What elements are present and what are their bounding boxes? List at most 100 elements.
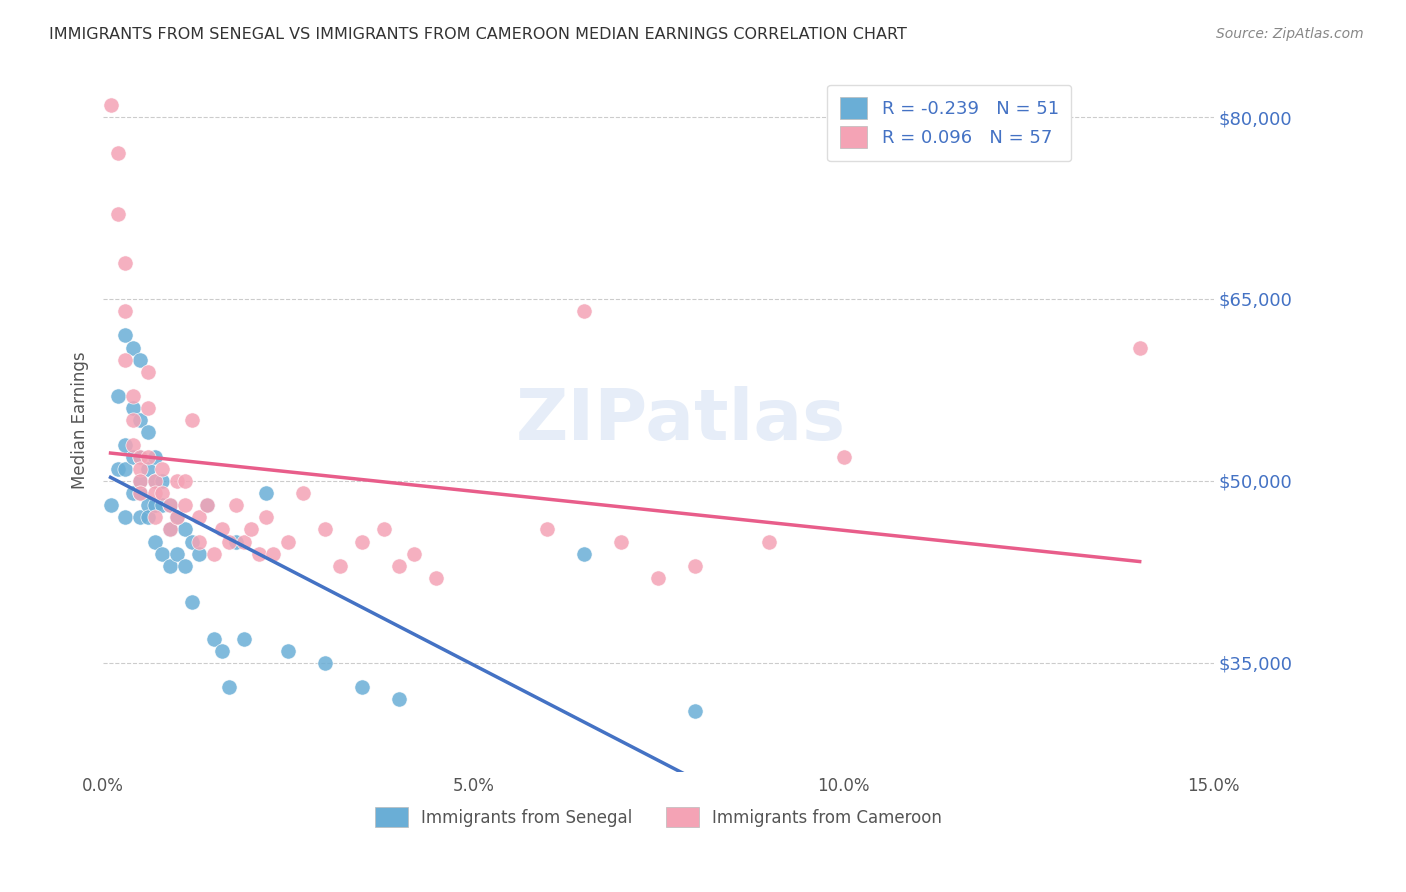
Point: [314, 656, 336, 670]
Point: [121, 413, 143, 427]
Point: [121, 486, 143, 500]
Point: [159, 558, 181, 573]
Point: [143, 486, 166, 500]
Point: [143, 474, 166, 488]
Point: [136, 510, 159, 524]
Point: [143, 534, 166, 549]
Point: [181, 534, 204, 549]
Point: [159, 523, 181, 537]
Point: [166, 510, 188, 524]
Point: [574, 547, 596, 561]
Point: [758, 534, 780, 549]
Point: [404, 547, 426, 561]
Y-axis label: Median Earnings: Median Earnings: [72, 351, 89, 489]
Point: [574, 304, 596, 318]
Point: [247, 547, 270, 561]
Point: [254, 510, 277, 524]
Point: [188, 510, 211, 524]
Point: [685, 558, 707, 573]
Point: [388, 692, 411, 706]
Point: [150, 474, 173, 488]
Point: [388, 558, 411, 573]
Point: [136, 425, 159, 440]
Point: [202, 632, 225, 646]
Point: [114, 328, 136, 343]
Point: [188, 547, 211, 561]
Point: [536, 523, 558, 537]
Point: [159, 498, 181, 512]
Text: Source: ZipAtlas.com: Source: ZipAtlas.com: [1216, 27, 1364, 41]
Point: [647, 571, 669, 585]
Point: [166, 474, 188, 488]
Point: [121, 450, 143, 464]
Point: [218, 680, 240, 694]
Point: [1129, 341, 1152, 355]
Point: [202, 547, 225, 561]
Point: [129, 352, 152, 367]
Point: [121, 341, 143, 355]
Point: [425, 571, 447, 585]
Point: [150, 462, 173, 476]
Point: [107, 146, 129, 161]
Point: [232, 534, 254, 549]
Point: [129, 450, 152, 464]
Point: [150, 498, 173, 512]
Point: [121, 401, 143, 416]
Point: [610, 534, 633, 549]
Point: [292, 486, 315, 500]
Point: [159, 498, 181, 512]
Point: [150, 486, 173, 500]
Point: [166, 547, 188, 561]
Point: [240, 523, 263, 537]
Point: [114, 462, 136, 476]
Point: [685, 705, 707, 719]
Point: [107, 462, 129, 476]
Point: [173, 474, 195, 488]
Point: [129, 413, 152, 427]
Point: [225, 498, 247, 512]
Point: [129, 462, 152, 476]
Point: [129, 474, 152, 488]
Point: [329, 558, 352, 573]
Point: [232, 632, 254, 646]
Point: [114, 304, 136, 318]
Point: [373, 523, 395, 537]
Point: [114, 255, 136, 269]
Point: [136, 462, 159, 476]
Point: [211, 644, 233, 658]
Point: [352, 680, 374, 694]
Point: [114, 352, 136, 367]
Point: [143, 450, 166, 464]
Point: [181, 413, 204, 427]
Point: [129, 486, 152, 500]
Point: [173, 558, 195, 573]
Point: [173, 498, 195, 512]
Point: [107, 389, 129, 403]
Point: [114, 437, 136, 451]
Point: [195, 498, 218, 512]
Point: [832, 450, 855, 464]
Point: [100, 498, 122, 512]
Legend: Immigrants from Senegal, Immigrants from Cameroon: Immigrants from Senegal, Immigrants from…: [368, 800, 949, 834]
Point: [188, 534, 211, 549]
Point: [254, 486, 277, 500]
Point: [277, 644, 299, 658]
Point: [136, 498, 159, 512]
Point: [181, 595, 204, 609]
Point: [218, 534, 240, 549]
Text: IMMIGRANTS FROM SENEGAL VS IMMIGRANTS FROM CAMEROON MEDIAN EARNINGS CORRELATION : IMMIGRANTS FROM SENEGAL VS IMMIGRANTS FR…: [49, 27, 907, 42]
Text: ZIPatlas: ZIPatlas: [516, 385, 845, 455]
Point: [173, 523, 195, 537]
Point: [225, 534, 247, 549]
Point: [211, 523, 233, 537]
Point: [129, 450, 152, 464]
Point: [100, 98, 122, 112]
Point: [107, 207, 129, 221]
Point: [121, 389, 143, 403]
Point: [129, 474, 152, 488]
Point: [166, 510, 188, 524]
Point: [121, 437, 143, 451]
Point: [136, 365, 159, 379]
Point: [114, 510, 136, 524]
Point: [129, 510, 152, 524]
